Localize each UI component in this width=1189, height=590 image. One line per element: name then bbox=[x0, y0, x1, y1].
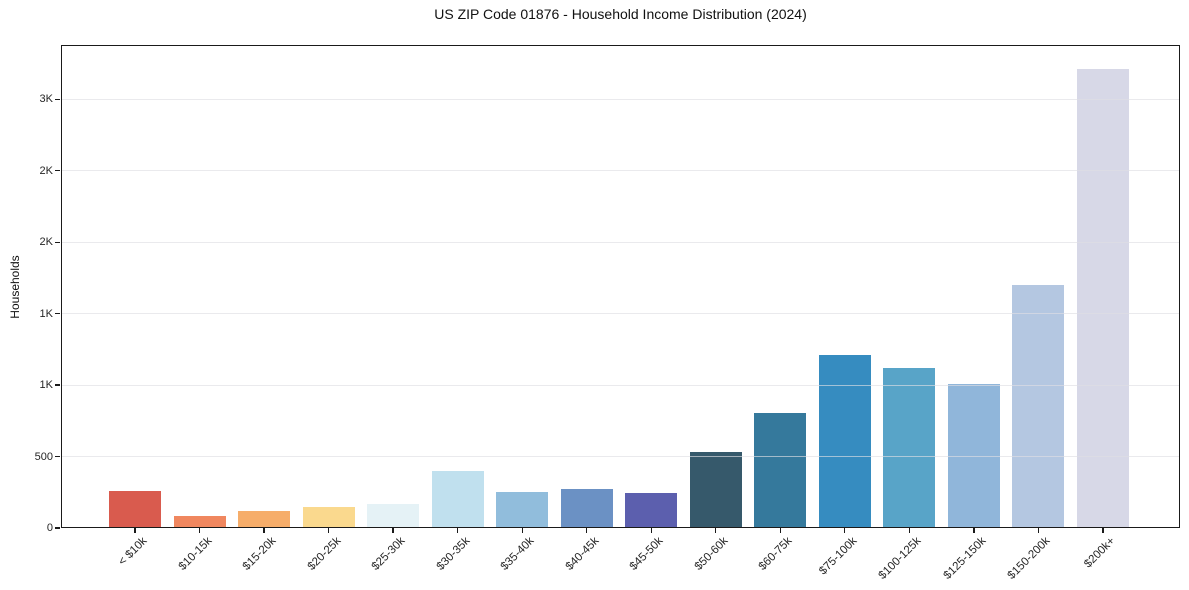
x-tick-mark bbox=[844, 528, 846, 533]
x-tick-label: < $10k bbox=[116, 535, 150, 569]
x-tick-mark bbox=[392, 528, 394, 533]
bar bbox=[173, 515, 226, 528]
bar bbox=[1076, 69, 1129, 528]
x-tick-mark bbox=[715, 528, 717, 533]
y-tick-label: 2K bbox=[39, 236, 53, 249]
bar bbox=[367, 504, 420, 528]
y-tick-label: 3K bbox=[39, 93, 53, 106]
y-tick-label: 500 bbox=[34, 450, 53, 463]
x-tick-mark bbox=[521, 528, 523, 533]
x-tick-mark bbox=[457, 528, 459, 533]
bar bbox=[496, 491, 549, 528]
x-tick-mark bbox=[908, 528, 910, 533]
y-tick-mark bbox=[55, 384, 60, 386]
gridline bbox=[61, 313, 1180, 315]
x-tick-mark bbox=[650, 528, 652, 533]
y-tick-mark bbox=[55, 455, 60, 458]
gridline bbox=[61, 170, 1180, 172]
bar bbox=[689, 452, 742, 528]
y-tick-label: 2K bbox=[39, 164, 53, 177]
gridline bbox=[61, 384, 1180, 386]
bar bbox=[625, 493, 678, 528]
bar bbox=[754, 412, 807, 528]
bar bbox=[302, 506, 355, 528]
y-tick-mark bbox=[55, 527, 60, 529]
x-tick-mark bbox=[586, 528, 588, 533]
gridline bbox=[61, 455, 1180, 458]
x-tick-mark bbox=[198, 528, 201, 533]
x-tick-mark bbox=[327, 528, 330, 533]
bar bbox=[1012, 285, 1065, 528]
bar bbox=[883, 367, 936, 528]
x-tick-mark bbox=[1037, 528, 1040, 533]
chart-title: US ZIP Code 01876 - Household Income Dis… bbox=[434, 6, 807, 22]
x-tick-mark bbox=[134, 528, 136, 533]
y-tick-mark bbox=[55, 313, 60, 315]
bar bbox=[431, 470, 484, 528]
bar bbox=[238, 510, 291, 528]
x-tick-mark bbox=[973, 528, 975, 533]
x-tick-mark bbox=[779, 528, 781, 533]
x-tick-mark bbox=[263, 528, 265, 533]
bar bbox=[109, 490, 161, 528]
y-tick-label: 1K bbox=[39, 307, 53, 320]
bar bbox=[818, 355, 871, 528]
x-tick-mark bbox=[1102, 528, 1104, 533]
y-tick-label: 0 bbox=[46, 522, 53, 534]
bar bbox=[560, 488, 613, 528]
y-tick-mark bbox=[55, 241, 60, 243]
gridline bbox=[61, 98, 1180, 100]
y-tick-mark bbox=[55, 98, 60, 100]
y-tick-label: 1K bbox=[39, 379, 53, 392]
y-tick-mark bbox=[55, 170, 60, 172]
plot-area bbox=[61, 45, 1180, 528]
gridline bbox=[61, 241, 1180, 243]
